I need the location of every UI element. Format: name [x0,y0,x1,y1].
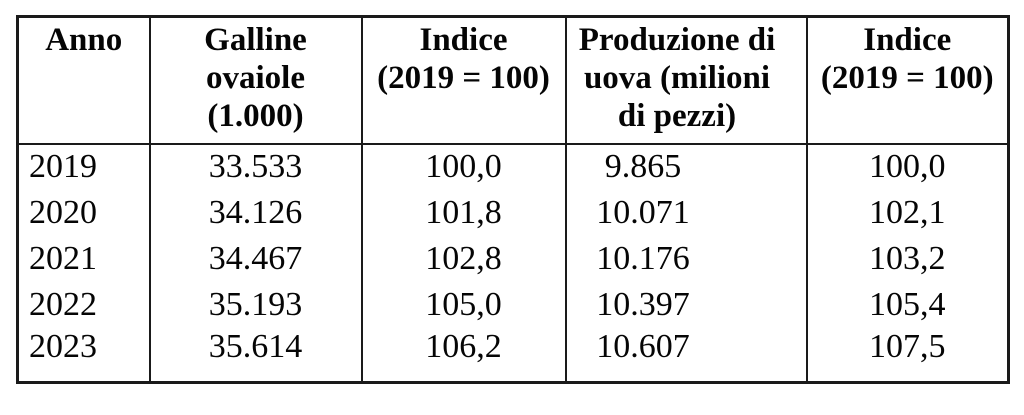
cell-produzione-uova: 10.071 [564,189,808,236]
cell-galline-ovaiole: 34.467 [148,235,363,282]
cell-indice-produzione: 102,1 [805,189,1010,236]
column-header-galline-ovaiole: Galline ovaiole (1.000) [148,16,363,145]
cell-produzione-uova: 10.397 [564,281,808,328]
cell-indice-galline: 105,0 [360,281,567,328]
table-row: 2019 33.533 100,0 9.865 100,0 [16,143,1010,190]
table-header: Anno Galline ovaiole (1.000) Indice (201… [16,16,1010,145]
column-header-indice-produzione: Indice (2019 = 100) [805,16,1010,145]
cell-anno: 2020 [16,189,151,236]
cell-indice-galline: 101,8 [360,189,567,236]
cell-galline-ovaiole: 35.614 [148,327,363,382]
cell-anno: 2021 [16,235,151,282]
cell-indice-galline: 100,0 [360,143,567,190]
table-body: 2019 33.533 100,0 9.865 100,0 2020 34.12… [16,143,1010,382]
column-header-produzione-uova: Produzione di uova (milioni di pezzi) [564,16,808,145]
cell-indice-galline: 102,8 [360,235,567,282]
cell-galline-ovaiole: 35.193 [148,281,363,328]
cell-anno: 2022 [16,281,151,328]
cell-galline-ovaiole: 33.533 [148,143,363,190]
cell-galline-ovaiole: 34.126 [148,189,363,236]
cell-anno: 2023 [16,327,151,382]
cell-indice-produzione: 105,4 [805,281,1010,328]
cell-indice-galline: 106,2 [360,327,567,382]
cell-indice-produzione: 103,2 [805,235,1010,282]
table-row: 2022 35.193 105,0 10.397 105,4 [16,281,1010,328]
column-header-anno: Anno [16,16,151,145]
cell-anno: 2019 [16,143,151,190]
cell-indice-produzione: 100,0 [805,143,1010,190]
cell-produzione-uova: 9.865 [564,143,808,190]
table-header-row: Anno Galline ovaiole (1.000) Indice (201… [16,16,1010,145]
table-row: 2020 34.126 101,8 10.071 102,1 [16,189,1010,236]
table-row: 2023 35.614 106,2 10.607 107,5 [16,327,1010,382]
statistics-table: Anno Galline ovaiole (1.000) Indice (201… [16,15,1010,384]
cell-produzione-uova: 10.176 [564,235,808,282]
cell-produzione-uova: 10.607 [564,327,808,382]
cell-indice-produzione: 107,5 [805,327,1010,382]
column-header-indice-galline: Indice (2019 = 100) [360,16,567,145]
table-row: 2021 34.467 102,8 10.176 103,2 [16,235,1010,282]
